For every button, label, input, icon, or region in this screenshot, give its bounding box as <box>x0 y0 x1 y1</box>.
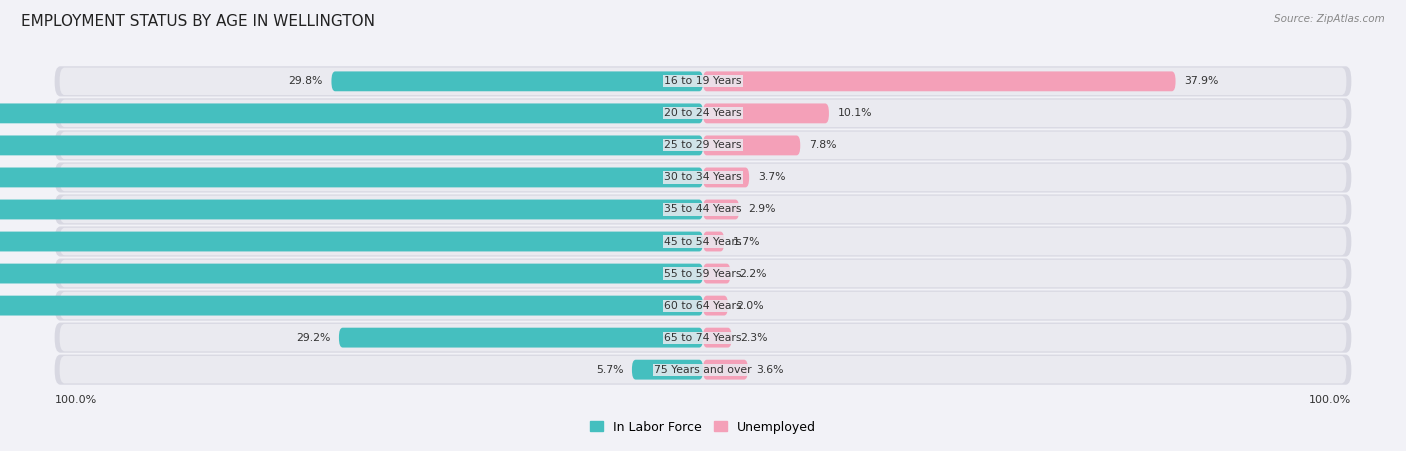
Text: 3.6%: 3.6% <box>756 365 785 375</box>
Text: 1.7%: 1.7% <box>733 236 761 247</box>
Text: 45 to 54 Years: 45 to 54 Years <box>664 236 742 247</box>
Text: Source: ZipAtlas.com: Source: ZipAtlas.com <box>1274 14 1385 23</box>
Text: 2.2%: 2.2% <box>740 268 766 279</box>
Text: 3.7%: 3.7% <box>758 172 786 183</box>
FancyBboxPatch shape <box>55 354 1351 385</box>
Text: 100.0%: 100.0% <box>1309 395 1351 405</box>
FancyBboxPatch shape <box>55 66 1351 97</box>
FancyBboxPatch shape <box>55 162 1351 193</box>
Text: EMPLOYMENT STATUS BY AGE IN WELLINGTON: EMPLOYMENT STATUS BY AGE IN WELLINGTON <box>21 14 375 28</box>
Text: 5.7%: 5.7% <box>596 365 623 375</box>
FancyBboxPatch shape <box>59 228 1347 255</box>
FancyBboxPatch shape <box>55 130 1351 161</box>
FancyBboxPatch shape <box>0 296 703 316</box>
FancyBboxPatch shape <box>703 167 749 187</box>
FancyBboxPatch shape <box>703 135 800 155</box>
Text: 30 to 34 Years: 30 to 34 Years <box>664 172 742 183</box>
Text: 10.1%: 10.1% <box>838 108 872 118</box>
Text: 16 to 19 Years: 16 to 19 Years <box>664 76 742 86</box>
Text: 20 to 24 Years: 20 to 24 Years <box>664 108 742 118</box>
FancyBboxPatch shape <box>0 135 703 155</box>
Text: 25 to 29 Years: 25 to 29 Years <box>664 140 742 151</box>
Legend: In Labor Force, Unemployed: In Labor Force, Unemployed <box>585 416 821 439</box>
Text: 37.9%: 37.9% <box>1184 76 1219 86</box>
FancyBboxPatch shape <box>59 324 1347 351</box>
FancyBboxPatch shape <box>0 103 703 123</box>
FancyBboxPatch shape <box>59 356 1347 383</box>
Text: 75 Years and over: 75 Years and over <box>654 365 752 375</box>
FancyBboxPatch shape <box>59 292 1347 319</box>
FancyBboxPatch shape <box>55 98 1351 129</box>
FancyBboxPatch shape <box>703 231 724 252</box>
Text: 35 to 44 Years: 35 to 44 Years <box>664 204 742 215</box>
FancyBboxPatch shape <box>59 100 1347 127</box>
FancyBboxPatch shape <box>0 231 703 252</box>
Text: 7.8%: 7.8% <box>808 140 837 151</box>
FancyBboxPatch shape <box>332 71 703 91</box>
FancyBboxPatch shape <box>703 328 731 348</box>
Text: 2.9%: 2.9% <box>748 204 775 215</box>
FancyBboxPatch shape <box>59 68 1347 95</box>
Text: 2.0%: 2.0% <box>737 300 765 311</box>
FancyBboxPatch shape <box>59 164 1347 191</box>
FancyBboxPatch shape <box>59 260 1347 287</box>
FancyBboxPatch shape <box>0 199 703 220</box>
FancyBboxPatch shape <box>59 196 1347 223</box>
FancyBboxPatch shape <box>703 296 728 316</box>
Text: 60 to 64 Years: 60 to 64 Years <box>664 300 742 311</box>
FancyBboxPatch shape <box>0 167 703 187</box>
Text: 55 to 59 Years: 55 to 59 Years <box>664 268 742 279</box>
FancyBboxPatch shape <box>55 194 1351 225</box>
Text: 29.8%: 29.8% <box>288 76 323 86</box>
FancyBboxPatch shape <box>59 132 1347 159</box>
Text: 100.0%: 100.0% <box>55 395 97 405</box>
FancyBboxPatch shape <box>703 103 830 123</box>
FancyBboxPatch shape <box>703 360 748 380</box>
FancyBboxPatch shape <box>0 264 703 284</box>
FancyBboxPatch shape <box>55 322 1351 353</box>
FancyBboxPatch shape <box>631 360 703 380</box>
FancyBboxPatch shape <box>703 199 740 220</box>
FancyBboxPatch shape <box>55 258 1351 289</box>
FancyBboxPatch shape <box>703 71 1175 91</box>
Text: 65 to 74 Years: 65 to 74 Years <box>664 333 742 343</box>
FancyBboxPatch shape <box>339 328 703 348</box>
FancyBboxPatch shape <box>703 264 731 284</box>
FancyBboxPatch shape <box>55 290 1351 321</box>
Text: 2.3%: 2.3% <box>741 333 768 343</box>
Text: 29.2%: 29.2% <box>295 333 330 343</box>
FancyBboxPatch shape <box>55 226 1351 257</box>
